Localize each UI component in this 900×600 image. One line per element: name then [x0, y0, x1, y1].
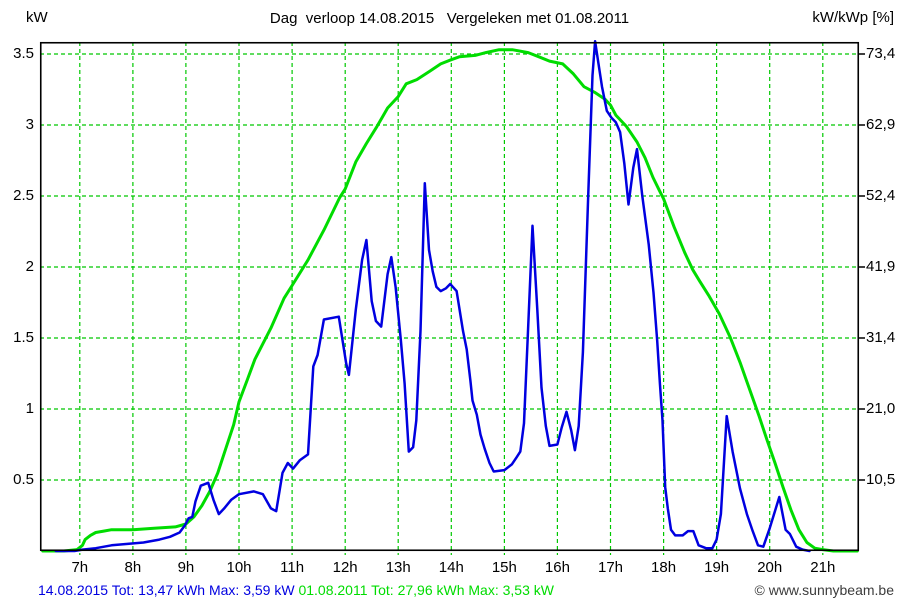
- x-axis-label-16h: 16h: [544, 559, 570, 576]
- y-axis-label-1: 1: [25, 400, 34, 417]
- series-line-14-08-2015: [54, 39, 811, 553]
- x-axis-label-7h: 7h: [71, 559, 89, 576]
- x-axis-label-13h: 13h: [385, 559, 411, 576]
- x-axis-label-21h: 21h: [810, 559, 836, 576]
- plot-area: [39, 39, 865, 555]
- x-axis-label-17h: 17h: [597, 559, 624, 576]
- x-axis-label-10h: 10h: [226, 559, 252, 576]
- x-axis-label-11h: 11h: [280, 559, 305, 576]
- y-axis-right-label-21,0: 21,0: [866, 400, 896, 417]
- watermark-link[interactable]: © www.sunnybeam.be: [754, 582, 895, 598]
- y-axis-label-1.5: 1.5: [13, 329, 34, 346]
- x-axis-label-15h: 15h: [491, 559, 517, 576]
- x-axis-label-19h: 19h: [704, 559, 730, 576]
- right-axis-tick-marks: [859, 53, 865, 481]
- y-axis-label-2: 2: [25, 258, 34, 275]
- y-axis-right-label-73,4: 73,4: [866, 45, 896, 62]
- x-axis-label-18h: 18h: [651, 559, 677, 576]
- chart-canvas: [39, 39, 865, 555]
- legend: 14.08.2015 Tot: 13,47 kWh Max: 3,59 kW 0…: [38, 582, 554, 598]
- legend-entry-2015: 14.08.2015 Tot: 13,47 kWh Max: 3,59 kW: [38, 582, 295, 598]
- y-axis-right-label-62,9: 62,9: [866, 116, 896, 133]
- plot-border: [39, 41, 860, 552]
- y-axis-right-label-31,4: 31,4: [866, 329, 896, 346]
- x-axis-label-12h: 12h: [332, 559, 358, 576]
- x-axis-label-20h: 20h: [757, 559, 783, 576]
- left-axis-unit-label: kW: [26, 9, 48, 26]
- grid-lines: [40, 42, 859, 555]
- x-axis-label-14h: 14h: [438, 559, 464, 576]
- y-axis-right-label-52,4: 52,4: [866, 187, 896, 204]
- x-axis-label-8h: 8h: [124, 559, 142, 576]
- y-axis-label-3.5: 3.5: [13, 45, 34, 62]
- right-axis-unit-label: kW/kWp [%]: [812, 9, 894, 26]
- y-axis-right-label-41,9: 41,9: [866, 258, 896, 275]
- legend-entry-2011: 01.08.2011 Tot: 27,96 kWh Max: 3,53 kW: [298, 582, 554, 598]
- x-axis-label-9h: 9h: [177, 559, 195, 576]
- y-axis-label-0.5: 0.5: [13, 471, 34, 488]
- y-axis-label-3: 3: [25, 116, 34, 133]
- y-axis-label-2.5: 2.5: [13, 187, 34, 204]
- y-axis-right-label-10,5: 10,5: [866, 471, 896, 488]
- chart-title: Dag verloop 14.08.2015 Vergeleken met 01…: [269, 10, 630, 27]
- series-line-01-08-2011: [41, 48, 859, 553]
